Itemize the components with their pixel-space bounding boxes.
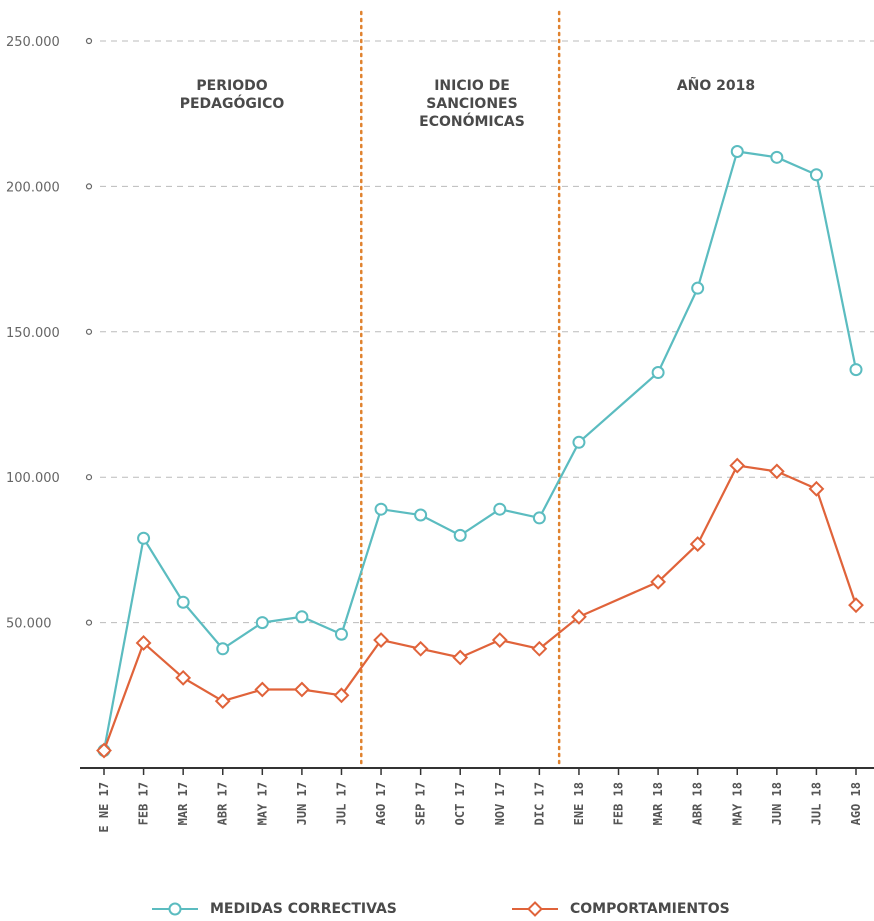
- y-tick-label: 50.000: [6, 617, 52, 632]
- legend-swatch-marker: [527, 901, 543, 917]
- data-point: [532, 511, 546, 525]
- legend: MEDIDAS CORRECTIVAS COMPORTAMIENTOS: [152, 901, 730, 917]
- x-tick-label: OCT 17: [453, 782, 467, 825]
- x-tick-label: AGO 18: [849, 782, 863, 825]
- series-line-medidas-correctivas: [102, 150, 858, 751]
- data-point: [295, 610, 309, 624]
- data-point: [730, 145, 744, 159]
- data-point: [848, 597, 864, 614]
- data-point: [849, 363, 863, 377]
- x-tick-label: ABR 17: [216, 782, 230, 825]
- series-line-comportamientos: [102, 464, 858, 751]
- x-tick-label: AGO 17: [374, 782, 388, 825]
- data-point: [650, 573, 667, 590]
- data-point: [137, 531, 151, 545]
- data-point: [768, 463, 785, 480]
- data-point: [175, 669, 192, 686]
- data-point: [493, 502, 507, 516]
- y-tick-label: 250.000: [6, 35, 60, 50]
- x-tick-label: JUN 17: [295, 782, 309, 825]
- y-tick-marker: [85, 37, 93, 45]
- x-axis: E NE 17 FEB 17 MAR 17 ABR 17 MAY 17 JUN 17 JUL…: [80, 767, 874, 833]
- data-point: [452, 649, 469, 666]
- data-point: [373, 632, 389, 648]
- data-point: [374, 502, 388, 516]
- y-tick-marker: [85, 183, 93, 190]
- x-tick-label: MAY 17: [255, 782, 269, 825]
- legend-label: COMPORTAMIENTOS: [570, 901, 730, 917]
- data-point: [808, 480, 825, 497]
- y-tick-label: 100.000: [6, 471, 60, 486]
- x-tick-label: E NE 17: [97, 782, 111, 833]
- x-tick-label: FEB 18: [612, 782, 626, 825]
- period-dividers: [360, 10, 561, 770]
- y-axis: 50.000 100.000 150.000 200.000 250.000: [6, 35, 93, 632]
- data-point: [334, 627, 348, 641]
- x-tick-label: JUL 17: [334, 782, 348, 825]
- y-tick-marker: [85, 474, 93, 481]
- period-label-line: AÑO 2018: [677, 77, 755, 94]
- period-label-line: PEDAGÓGICO: [180, 94, 285, 112]
- y-tick-label: 150.000: [6, 326, 60, 341]
- x-tick-label: FEB 17: [137, 782, 151, 825]
- data-point: [254, 681, 271, 698]
- data-point: [571, 608, 587, 625]
- series-layer: [96, 145, 864, 759]
- data-point: [216, 642, 230, 656]
- grid-layer: [100, 40, 874, 624]
- data-point: [689, 536, 706, 552]
- x-tick-label: ABR 18: [691, 782, 705, 825]
- data-point: [809, 168, 823, 182]
- x-tick-label: MAR 17: [176, 782, 190, 825]
- y-tick-label: 200.000: [6, 180, 60, 195]
- data-point: [176, 595, 190, 609]
- x-tick-label: ENE 18: [572, 782, 586, 825]
- x-tick-label: MAR 18: [651, 782, 665, 825]
- x-tick-label: JUN 18: [770, 782, 784, 825]
- x-tick-label: NOV 17: [493, 782, 507, 825]
- period-label-line: PERIODO: [196, 78, 267, 94]
- data-point: [293, 681, 310, 698]
- data-point: [135, 635, 152, 651]
- y-tick-marker: [85, 328, 93, 335]
- data-point: [651, 366, 665, 380]
- data-point: [255, 616, 269, 630]
- data-point: [491, 632, 508, 648]
- data-point: [531, 640, 548, 657]
- data-point: [96, 742, 112, 759]
- period-label-line: INICIO DE: [434, 78, 510, 94]
- data-point: [453, 528, 467, 542]
- data-point: [214, 693, 231, 710]
- x-tick-label: DIC 17: [532, 782, 546, 825]
- data-point: [729, 457, 746, 474]
- period-label-line: SANCIONES: [426, 96, 517, 112]
- data-point: [691, 281, 705, 295]
- x-tick-label: MAY 18: [730, 782, 744, 825]
- x-tick-label: JUL 18: [809, 782, 823, 825]
- legend-label: MEDIDAS CORRECTIVAS: [210, 901, 397, 917]
- data-point: [333, 687, 350, 704]
- x-tick-label: SEP 17: [414, 782, 428, 825]
- data-point: [412, 640, 429, 657]
- legend-swatch-marker: [168, 902, 182, 916]
- y-tick-marker: [85, 619, 93, 626]
- data-point: [770, 150, 784, 164]
- period-label-line: ECONÓMICAS: [419, 112, 525, 130]
- data-point: [572, 435, 586, 449]
- data-point: [414, 508, 428, 522]
